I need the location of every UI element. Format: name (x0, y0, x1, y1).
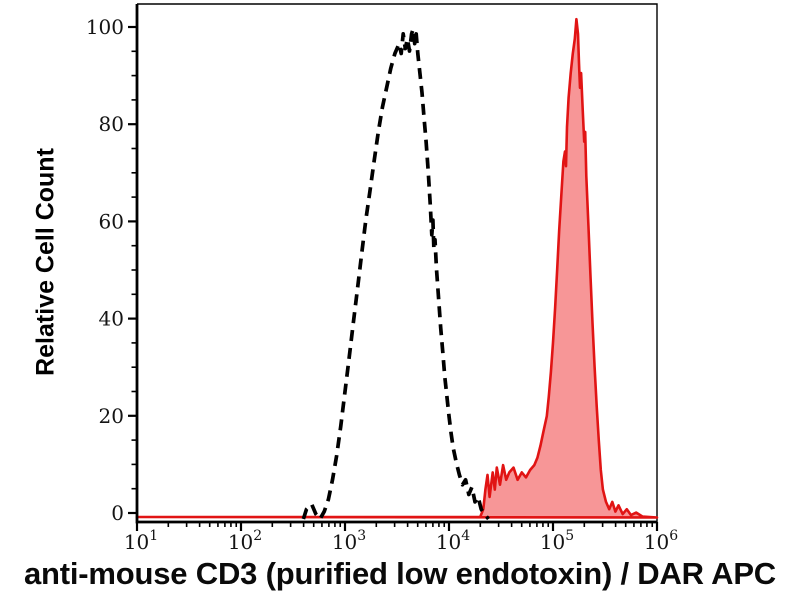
y-tick-label: 0 (111, 501, 124, 525)
control-histogram-curve (301, 27, 490, 521)
y-tick-label: 100 (86, 15, 124, 39)
x-tick-label: 101 (124, 528, 158, 554)
plot-frame (137, 3, 658, 522)
y-tick-label: 40 (99, 307, 124, 331)
x-axis-title: anti-mouse CD3 (purified low endotoxin) … (23, 556, 776, 591)
axis-lines (135, 4, 657, 524)
y-tick-label: 20 (99, 404, 124, 428)
y-tick-label: 80 (99, 112, 124, 136)
y-axis-title: Relative Cell Count (31, 148, 60, 376)
sample-histogram-curve (135, 17, 659, 519)
y-tick-label: 60 (99, 209, 124, 233)
